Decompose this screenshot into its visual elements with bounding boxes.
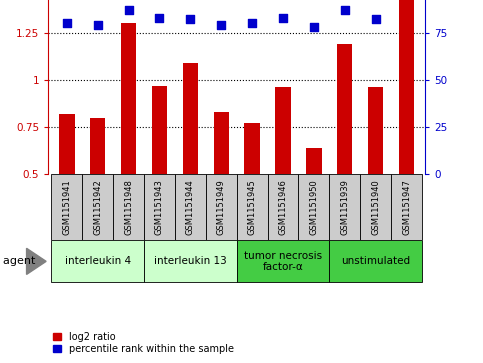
FancyBboxPatch shape <box>268 174 298 240</box>
Text: GSM1151939: GSM1151939 <box>340 179 349 235</box>
Text: interleukin 13: interleukin 13 <box>154 256 227 266</box>
Text: GSM1151950: GSM1151950 <box>310 179 318 235</box>
Bar <box>121 23 136 174</box>
Text: unstimulated: unstimulated <box>341 256 410 266</box>
Bar <box>213 112 229 174</box>
Text: interleukin 4: interleukin 4 <box>65 256 131 266</box>
Text: GSM1151944: GSM1151944 <box>186 179 195 235</box>
FancyBboxPatch shape <box>329 174 360 240</box>
Text: GSM1151947: GSM1151947 <box>402 179 411 235</box>
Bar <box>152 86 167 174</box>
FancyBboxPatch shape <box>51 240 144 282</box>
Point <box>63 20 71 26</box>
Text: GSM1151942: GSM1151942 <box>93 179 102 235</box>
Point <box>248 20 256 26</box>
Point <box>279 15 287 20</box>
Text: GSM1151941: GSM1151941 <box>62 179 71 235</box>
Point <box>372 17 380 23</box>
FancyBboxPatch shape <box>175 174 206 240</box>
Bar <box>399 0 414 174</box>
FancyBboxPatch shape <box>113 174 144 240</box>
Point <box>217 22 225 28</box>
Text: tumor necrosis
factor-α: tumor necrosis factor-α <box>244 250 322 272</box>
FancyBboxPatch shape <box>298 174 329 240</box>
FancyBboxPatch shape <box>144 174 175 240</box>
Bar <box>90 118 105 174</box>
FancyBboxPatch shape <box>360 174 391 240</box>
Text: GSM1151949: GSM1151949 <box>217 179 226 235</box>
FancyBboxPatch shape <box>391 174 422 240</box>
Bar <box>59 114 74 174</box>
Polygon shape <box>27 248 46 274</box>
Bar <box>337 44 353 174</box>
Text: GSM1151946: GSM1151946 <box>279 179 287 235</box>
Point <box>156 15 163 20</box>
FancyBboxPatch shape <box>329 240 422 282</box>
FancyBboxPatch shape <box>144 240 237 282</box>
Bar <box>244 123 260 174</box>
Text: agent: agent <box>3 256 39 266</box>
Bar <box>275 87 291 174</box>
Text: GSM1151945: GSM1151945 <box>248 179 256 235</box>
Bar <box>183 63 198 174</box>
Bar <box>368 87 384 174</box>
FancyBboxPatch shape <box>237 174 268 240</box>
Text: GSM1151948: GSM1151948 <box>124 179 133 235</box>
FancyBboxPatch shape <box>82 174 113 240</box>
Point <box>310 24 318 30</box>
Point <box>341 7 349 13</box>
Point <box>186 17 194 23</box>
Text: GSM1151940: GSM1151940 <box>371 179 380 235</box>
Point <box>125 7 132 13</box>
Bar <box>306 148 322 174</box>
Legend: log2 ratio, percentile rank within the sample: log2 ratio, percentile rank within the s… <box>53 331 234 354</box>
FancyBboxPatch shape <box>51 174 82 240</box>
Point <box>94 22 101 28</box>
FancyBboxPatch shape <box>237 240 329 282</box>
Text: GSM1151943: GSM1151943 <box>155 179 164 235</box>
FancyBboxPatch shape <box>206 174 237 240</box>
